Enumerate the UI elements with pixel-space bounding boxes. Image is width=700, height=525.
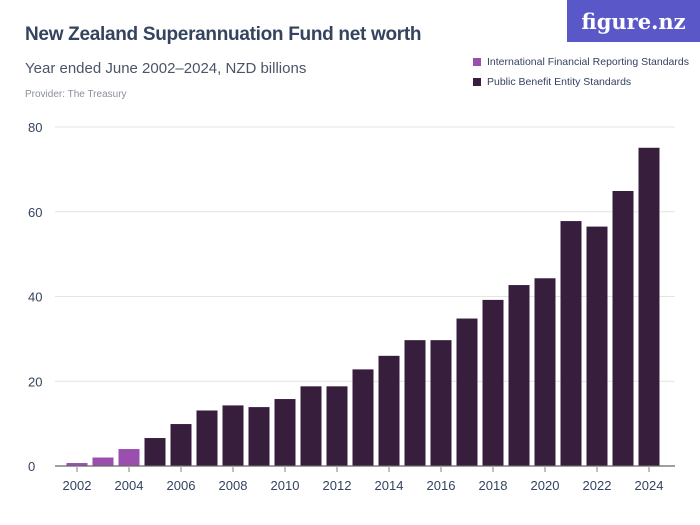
x-tick-label: 2008 <box>219 478 248 493</box>
bar-2020 <box>534 278 556 466</box>
bar-2006 <box>170 424 192 466</box>
bar-2012 <box>326 386 348 466</box>
x-tick-label: 2006 <box>167 478 196 493</box>
legend: International Financial Reporting Standa… <box>473 52 689 92</box>
bar-2015 <box>404 340 426 466</box>
bar-2017 <box>456 318 478 466</box>
x-tick-label: 2016 <box>427 478 456 493</box>
y-tick-label: 0 <box>28 459 35 474</box>
x-tick-label: 2022 <box>583 478 612 493</box>
chart-title: New Zealand Superannuation Fund net wort… <box>25 24 422 45</box>
x-tick-label: 2018 <box>479 478 508 493</box>
y-tick-label: 20 <box>28 374 42 389</box>
provider-text: Provider: The Treasury <box>25 89 127 100</box>
x-tick-label: 2014 <box>375 478 404 493</box>
legend-swatch-ifrs <box>473 58 481 66</box>
bar-2021 <box>560 221 582 466</box>
figure-nz-logo[interactable]: figure.nz <box>567 0 700 42</box>
bar-2005 <box>144 438 166 466</box>
legend-swatch-pbe <box>473 78 481 86</box>
x-tick-label: 2020 <box>531 478 560 493</box>
bar-2009 <box>248 407 270 466</box>
bar-2011 <box>300 386 322 466</box>
x-tick-label: 2002 <box>63 478 92 493</box>
legend-item-ifrs: International Financial Reporting Standa… <box>473 52 689 72</box>
x-tick-label: 2010 <box>271 478 300 493</box>
x-tick-label: 2024 <box>635 478 664 493</box>
bar-2007 <box>196 410 218 466</box>
x-tick-label: 2012 <box>323 478 352 493</box>
bar-2023 <box>612 190 634 466</box>
bar-2016 <box>430 340 452 466</box>
bar-2014 <box>378 355 400 466</box>
y-tick-label: 60 <box>28 205 42 220</box>
bar-2022 <box>586 226 608 466</box>
bar-2013 <box>352 369 374 466</box>
x-tick-label: 2004 <box>115 478 144 493</box>
bar-2024 <box>638 147 660 467</box>
chart-subtitle: Year ended June 2002–2024, NZD billions <box>25 60 307 77</box>
bar-2002 <box>66 463 88 466</box>
bar-2010 <box>274 399 296 466</box>
legend-label-pbe: Public Benefit Entity Standards <box>487 76 632 88</box>
bar-2018 <box>482 299 504 466</box>
bar-2004 <box>118 449 140 466</box>
legend-label-ifrs: International Financial Reporting Standa… <box>487 56 689 68</box>
bar-2003 <box>92 457 114 466</box>
y-tick-label: 40 <box>28 290 42 305</box>
y-tick-label: 80 <box>28 120 42 135</box>
legend-item-pbe: Public Benefit Entity Standards <box>473 72 689 92</box>
bar-2019 <box>508 285 530 466</box>
bar-2008 <box>222 405 244 466</box>
